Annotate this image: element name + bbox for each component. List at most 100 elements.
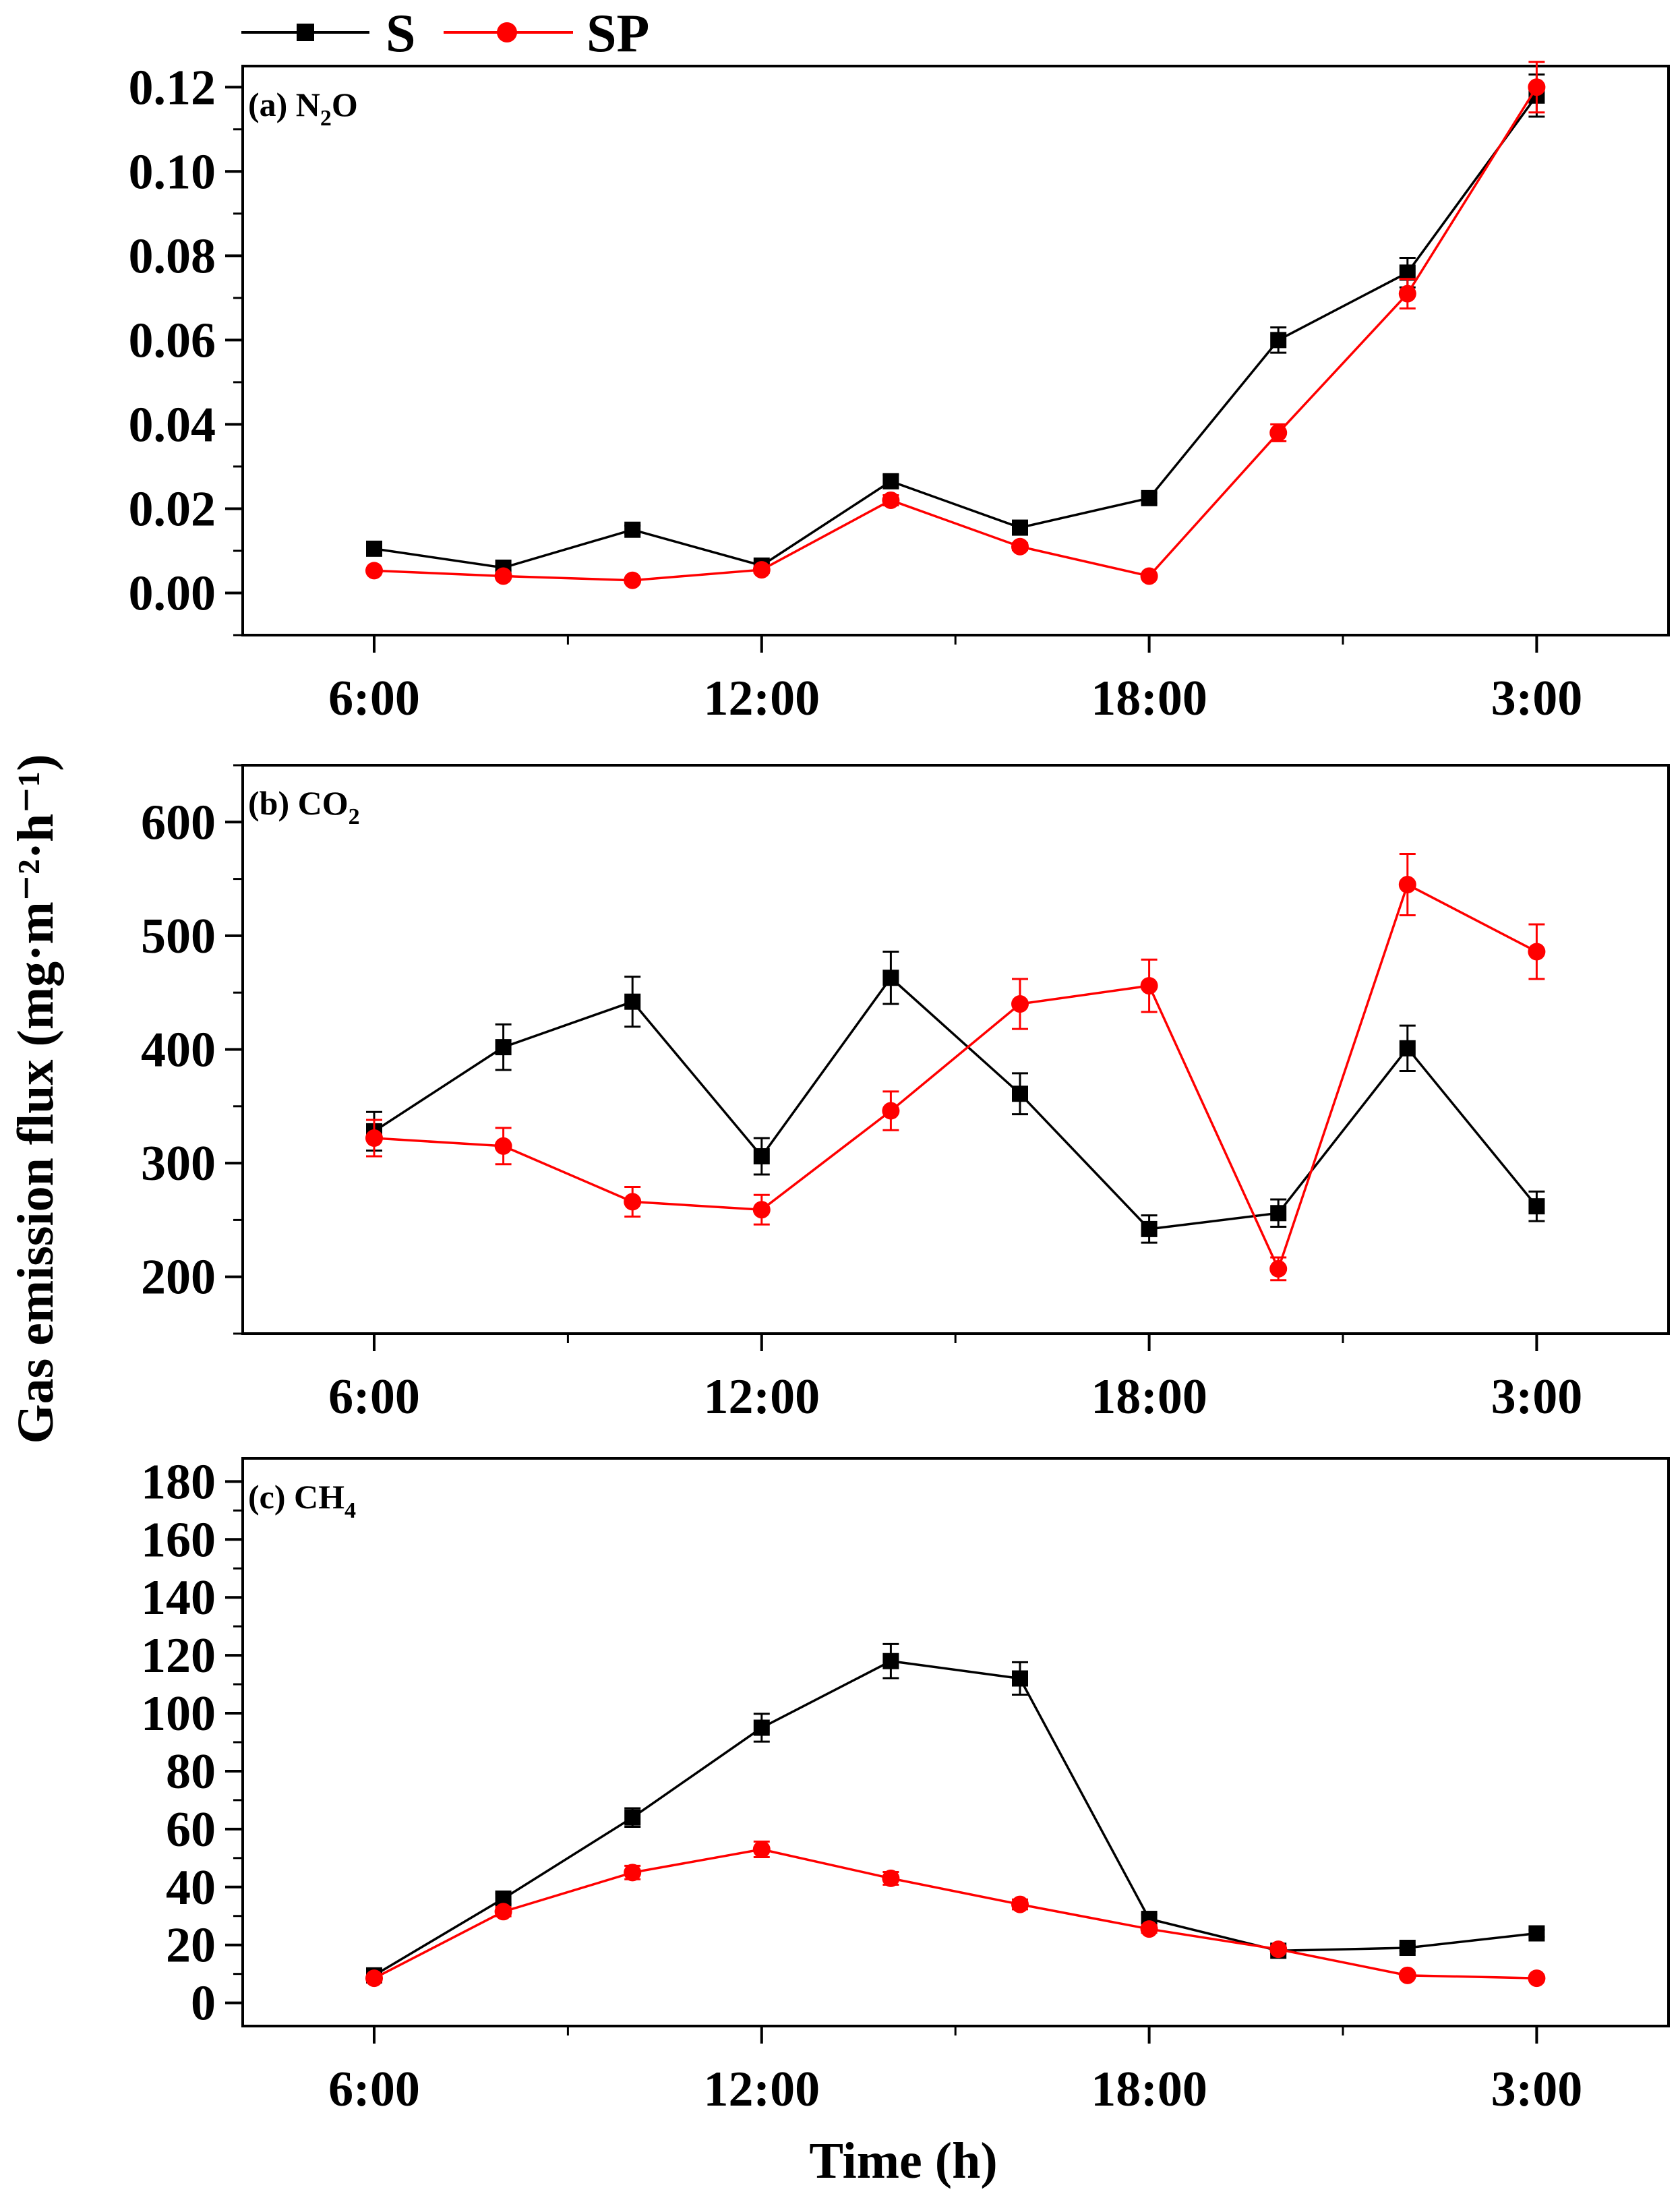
legend-marker-s xyxy=(297,24,314,41)
point-sp xyxy=(752,561,771,579)
point-sp xyxy=(1398,876,1416,894)
series-line-s xyxy=(373,94,1538,569)
y-tick-label: 0.10 xyxy=(129,144,216,200)
y-tick-label: 0 xyxy=(191,1976,216,2031)
y-tick-label: 60 xyxy=(166,1802,216,1857)
x-tick-label: 6:00 xyxy=(328,1369,420,1425)
point-s xyxy=(1399,1940,1416,1957)
point-sp xyxy=(1140,977,1158,995)
point-sp xyxy=(365,1129,383,1148)
point-s xyxy=(1399,1040,1416,1057)
y-tick-label: 200 xyxy=(141,1250,216,1305)
y-tick-label: 160 xyxy=(141,1512,216,1568)
point-sp xyxy=(1011,995,1029,1013)
plot-frame xyxy=(241,65,1670,636)
x-tick-label: 18:00 xyxy=(1091,2062,1207,2117)
y-tick-label: 400 xyxy=(141,1023,216,1078)
y-tick-label: 180 xyxy=(141,1454,216,1510)
point-sp xyxy=(494,567,512,585)
point-sp xyxy=(365,1969,383,1988)
point-s xyxy=(1012,1086,1028,1102)
legend-label-s: S xyxy=(386,4,416,63)
plot-frame xyxy=(241,764,1670,1335)
legend-marker-sp xyxy=(497,22,517,42)
point-s xyxy=(1270,1205,1287,1222)
panel-label-ch4: (c) CH4 xyxy=(248,1478,356,1523)
series-line-s xyxy=(373,1659,1537,1977)
x-axis-title: Time (h) xyxy=(809,2133,997,2189)
point-s xyxy=(495,1039,512,1056)
legend: S SP xyxy=(241,4,649,63)
y-tick-label: 20 xyxy=(166,1918,216,1973)
point-s xyxy=(624,993,641,1010)
y-tick-label: 600 xyxy=(141,795,216,850)
series-line-sp xyxy=(373,1848,1537,1980)
point-s xyxy=(624,521,641,538)
point-s xyxy=(1141,1220,1158,1237)
point-sp xyxy=(494,1137,512,1155)
y-tick-label: 0.02 xyxy=(129,481,216,537)
y-tick-label: 0.00 xyxy=(129,566,216,621)
point-sp xyxy=(1398,1966,1416,1984)
y-tick-label: 140 xyxy=(141,1570,216,1626)
point-sp xyxy=(1269,1940,1288,1959)
y-tick-label: 0.12 xyxy=(129,60,216,115)
point-sp xyxy=(624,1864,642,1882)
point-sp xyxy=(752,1201,771,1219)
x-tick-label: 6:00 xyxy=(328,2062,420,2117)
panel-co2: (b) CO2 200 300 400 500 600 6:00 12:00 18:00 3:0… xyxy=(141,764,1670,1425)
legend-item-sp: SP xyxy=(444,4,649,63)
point-s xyxy=(882,970,899,986)
point-sp xyxy=(882,1102,900,1120)
point-sp xyxy=(1011,1895,1029,1913)
series-line-sp xyxy=(373,86,1538,582)
x-tick-label: 12:00 xyxy=(703,2062,820,2117)
x-tick-label: 12:00 xyxy=(703,671,820,726)
point-sp xyxy=(1528,1969,1546,1988)
point-s xyxy=(1141,489,1158,506)
legend-item-s: S xyxy=(241,4,416,63)
point-sp xyxy=(1140,567,1158,585)
plot-frame xyxy=(241,1457,1670,2027)
y-tick-label: 120 xyxy=(141,1628,216,1684)
point-sp xyxy=(365,562,383,580)
x-tick-label: 3:00 xyxy=(1491,671,1583,726)
x-tick-label: 18:00 xyxy=(1091,671,1207,726)
point-sp xyxy=(1011,537,1029,556)
point-sp xyxy=(1269,423,1288,442)
panel-label-co2: (b) CO2 xyxy=(248,784,360,829)
legend-label-sp: SP xyxy=(587,4,649,63)
y-tick-label: 500 xyxy=(141,909,216,964)
series-line-s xyxy=(373,976,1538,1230)
x-tick-label: 6:00 xyxy=(328,671,420,726)
point-s xyxy=(882,473,899,489)
y-tick-label: 100 xyxy=(141,1686,216,1742)
point-s xyxy=(1528,1198,1545,1215)
point-s xyxy=(753,1719,770,1736)
y-axis-title: Gas emission flux (mg·m⁻²·h⁻¹) xyxy=(7,754,64,1444)
point-sp xyxy=(624,1193,642,1211)
point-s xyxy=(1012,519,1028,536)
point-sp xyxy=(752,1840,771,1858)
point-sp xyxy=(624,571,642,589)
y-tick-label: 0.06 xyxy=(129,313,216,368)
point-sp xyxy=(1528,943,1546,961)
point-s xyxy=(624,1809,641,1826)
point-s xyxy=(1270,332,1287,349)
x-tick-label: 12:00 xyxy=(703,1369,820,1425)
y-tick-label: 300 xyxy=(141,1136,216,1191)
point-s xyxy=(366,540,382,557)
point-sp xyxy=(494,1903,512,1921)
y-tick-label: 0.08 xyxy=(129,229,216,284)
point-sp xyxy=(882,1869,900,1887)
point-s xyxy=(1012,1670,1028,1687)
y-tick-label: 40 xyxy=(166,1860,216,1915)
series-line-sp xyxy=(373,883,1538,1272)
point-s xyxy=(882,1653,899,1669)
x-tick-label: 18:00 xyxy=(1091,1369,1207,1425)
point-s xyxy=(753,1148,770,1164)
panel-n2o: (a) N2O 0.00 0.02 0.04 0.06 0.08 0.10 0.12 6:00… xyxy=(129,60,1670,726)
y-tick-label: 0.04 xyxy=(129,397,216,452)
